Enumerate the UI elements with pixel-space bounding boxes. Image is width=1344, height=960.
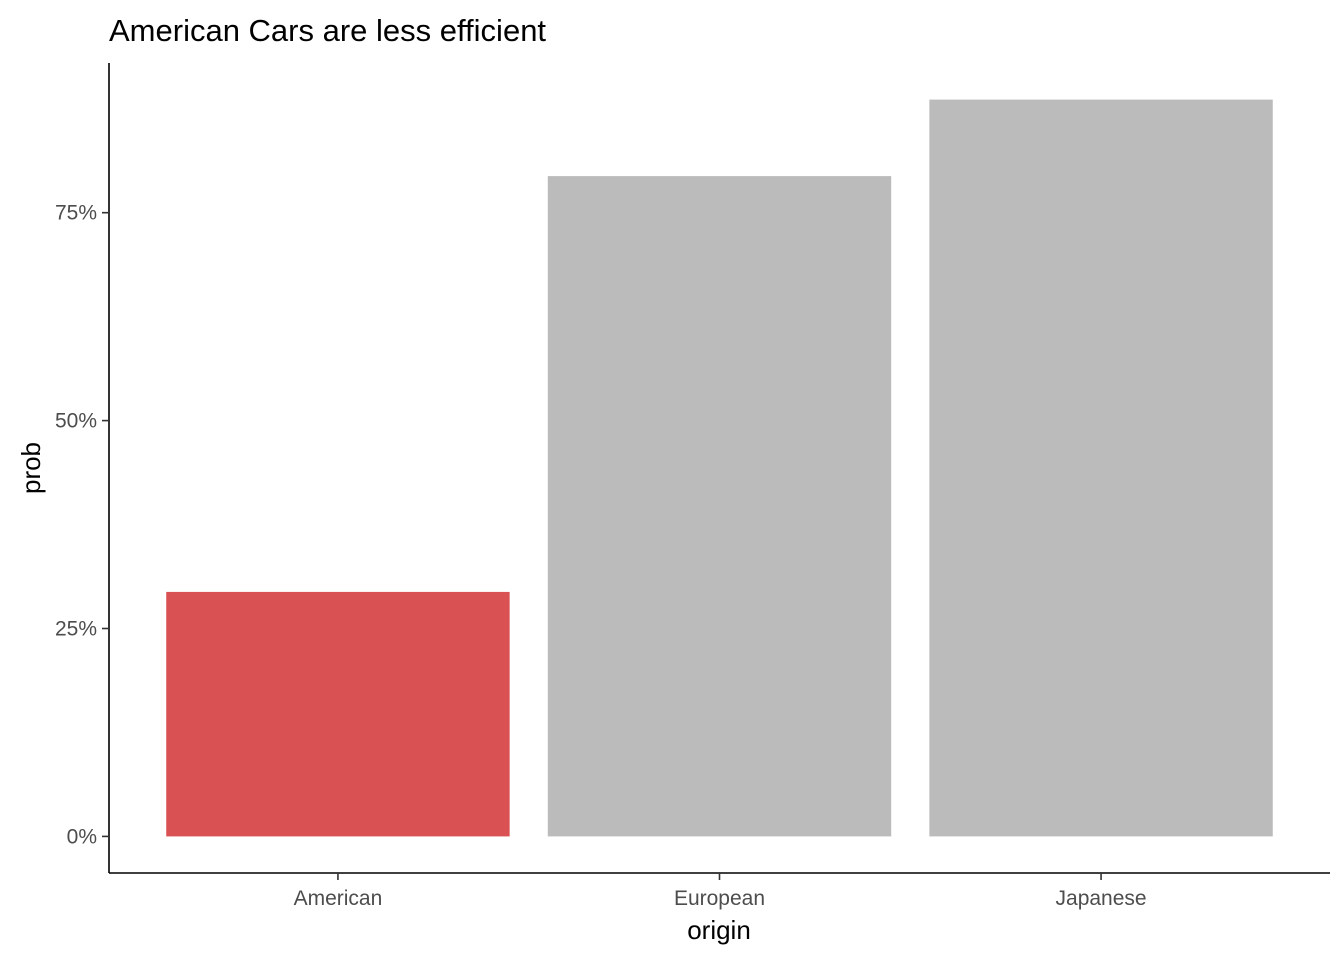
x-tick-label: European [674,887,765,910]
y-tick-label: 75% [55,202,97,225]
y-axis-ticks: 0% 25% 50% 75% [55,202,109,848]
bar-american [166,591,510,837]
x-tick-label: Japanese [1056,887,1147,910]
x-axis-ticks: American European Japanese [294,873,1147,910]
y-axis-title: prob [16,442,46,494]
bar-japanese [929,99,1273,837]
y-tick-label: 0% [67,825,97,848]
y-tick-label: 25% [55,618,97,641]
bars-group [166,99,1273,837]
x-axis-title: origin [687,915,751,945]
x-tick-label: American [294,887,383,910]
bar-european [547,176,892,837]
chart-title: American Cars are less efficient [109,13,546,48]
y-tick-label: 50% [55,410,97,433]
